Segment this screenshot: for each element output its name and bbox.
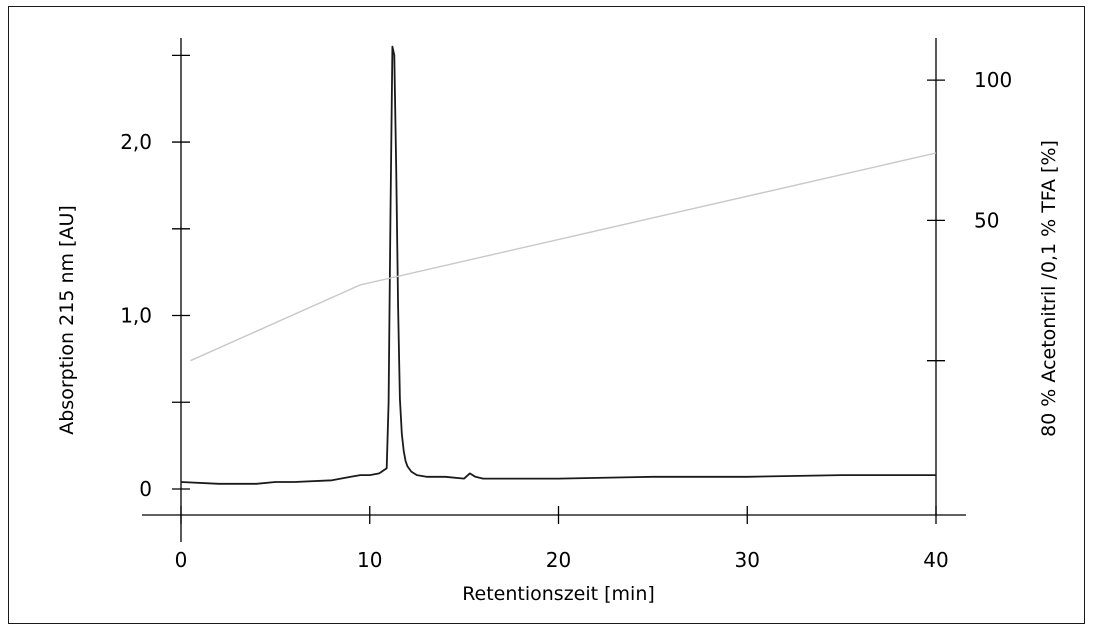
y-tick-label-4: 2,0 [120,130,152,154]
y-tick-label-2: 1,0 [120,304,152,328]
x-tick-label-1: 10 [357,548,382,572]
right-y-axis-title: 80 % Acetonitril /0,1 % TFA [%] [1038,140,1060,437]
x-tick-label-0: 0 [175,548,188,572]
chart-frame [8,6,1085,624]
axes-group [142,38,966,542]
x-axis-title: Retentionszeit [min] [462,583,655,605]
y2-tick-label-1: 50 [974,208,999,232]
absorbance-trace [180,45,936,485]
y2-tick-label-2: 100 [974,68,1012,92]
series-group [180,45,937,485]
ticks-group: 0 10 20 30 40 0 1,0 2,0 50 100 [120,54,1012,572]
gradient-line [190,152,937,362]
y-tick-label-0: 0 [139,477,152,501]
x-tick-label-2: 20 [546,548,571,572]
left-y-axis-title: Absorption 215 nm [AU] [56,205,78,435]
x-tick-label-3: 30 [735,548,760,572]
x-tick-label-4: 40 [923,548,948,572]
